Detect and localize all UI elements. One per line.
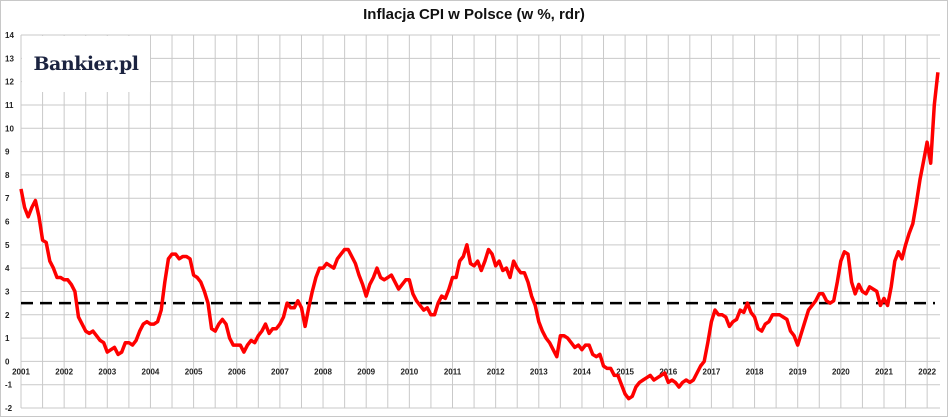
y-tick-label: 0	[5, 357, 10, 366]
logo: Bankier.pl	[22, 36, 150, 92]
x-axis: 2001 2002 2003 2004 2005 2006 2007 2008 2009 2010…	[12, 367, 936, 376]
x-tick-label: 2001	[12, 367, 30, 376]
x-tick-label: 2008	[314, 367, 332, 376]
x-tick-label: 2019	[789, 367, 807, 376]
y-tick-label: 14	[5, 31, 14, 40]
logo-text: Bankier.pl	[33, 53, 139, 75]
y-tick-label: -1	[5, 381, 13, 390]
x-tick-label: 2016	[659, 367, 677, 376]
y-tick-label: 3	[5, 287, 10, 296]
y-tick-label: 9	[5, 148, 10, 157]
grid	[20, 34, 940, 409]
x-tick-label: 2013	[530, 367, 548, 376]
y-tick-label: 11	[5, 101, 14, 110]
y-tick-label: 1	[5, 334, 10, 343]
x-tick-label: 2017	[703, 367, 721, 376]
y-tick-label: -2	[5, 404, 13, 413]
x-tick-label: 2021	[875, 367, 893, 376]
x-tick-label: 2003	[98, 367, 116, 376]
y-tick-label: 7	[5, 194, 10, 203]
y-tick-label: 10	[5, 124, 14, 133]
x-tick-label: 2002	[55, 367, 73, 376]
y-tick-label: 12	[5, 78, 14, 87]
x-tick-label: 2011	[444, 367, 462, 376]
y-tick-label: 4	[5, 264, 10, 273]
x-tick-label: 2006	[228, 367, 246, 376]
x-tick-label: 2015	[616, 367, 634, 376]
chart-title: Inflacja CPI w Polsce (w %, rdr)	[363, 6, 585, 23]
x-tick-label: 2018	[746, 367, 764, 376]
x-tick-label: 2020	[832, 367, 850, 376]
y-tick-label: 13	[5, 54, 14, 63]
x-tick-label: 2007	[271, 367, 289, 376]
x-tick-label: 2012	[487, 367, 505, 376]
y-tick-label: 8	[5, 171, 10, 180]
x-tick-label: 2009	[357, 367, 375, 376]
x-tick-label: 2014	[573, 367, 591, 376]
x-tick-label: 2004	[142, 367, 160, 376]
x-tick-label: 2005	[185, 367, 203, 376]
y-tick-label: 2	[5, 311, 10, 320]
x-tick-label: 2010	[400, 367, 418, 376]
x-tick-label: 2022	[918, 367, 936, 376]
y-tick-label: 5	[5, 241, 10, 250]
y-tick-label: 6	[5, 218, 10, 227]
series-line	[19, 72, 940, 401]
